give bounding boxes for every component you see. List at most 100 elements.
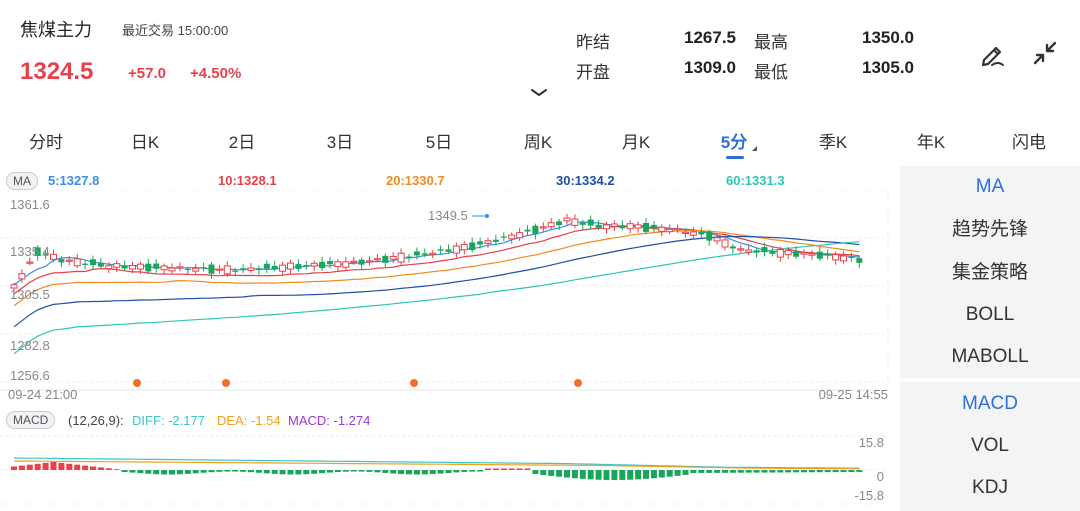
candle-body bbox=[168, 267, 176, 272]
indicator-vol[interactable]: VOL bbox=[970, 435, 1010, 456]
macd-histogram-bar bbox=[413, 470, 420, 475]
macd-params: (12,26,9): bbox=[68, 413, 124, 428]
candle-body bbox=[136, 263, 144, 270]
candle-body bbox=[769, 251, 776, 254]
macd-histogram-bar bbox=[74, 464, 81, 470]
macd-histogram-bar bbox=[824, 470, 831, 473]
ma20-value: 20:1330.7 bbox=[386, 173, 445, 188]
stat-value-low: 1305.0 bbox=[862, 58, 914, 77]
candle-body bbox=[287, 262, 294, 270]
macd-y-top: 15.8 bbox=[859, 435, 884, 450]
macd-y-zero: 0 bbox=[877, 469, 884, 484]
stat-value-prev-settle: 1267.5 bbox=[684, 28, 736, 47]
candle-body bbox=[808, 253, 816, 256]
ma30-line bbox=[13, 235, 860, 328]
candle-body bbox=[698, 231, 705, 235]
macd-histogram-bar bbox=[840, 470, 847, 473]
event-marker[interactable] bbox=[222, 379, 230, 387]
tab-5min[interactable]: 5分 bbox=[720, 133, 748, 152]
macd-histogram-bar bbox=[58, 462, 65, 470]
macd-histogram-bar bbox=[42, 462, 49, 470]
macd-chart[interactable]: 15.8 0 -15.8 bbox=[0, 430, 900, 511]
indicator-trend-pioneer[interactable]: 趋势先锋 bbox=[951, 219, 1028, 240]
tab-5day[interactable]: 5日 bbox=[425, 133, 453, 152]
indicator-fund-strategy[interactable]: 集金策略 bbox=[951, 262, 1028, 283]
candle-body bbox=[658, 226, 666, 232]
y-label-lower: 1282.8 bbox=[10, 338, 50, 353]
candle-body bbox=[406, 256, 412, 258]
macd-tag[interactable]: MACD bbox=[6, 411, 56, 429]
ma10-value: 10:1328.1 bbox=[218, 173, 277, 188]
macd-histogram-bar bbox=[50, 462, 57, 470]
ma-tag[interactable]: MA bbox=[6, 172, 38, 190]
macd-histogram-bar bbox=[153, 470, 160, 475]
candle-body bbox=[295, 264, 302, 269]
tab-weekly-k[interactable]: 周K bbox=[523, 133, 553, 152]
last-trade-time: 最近交易 15:00:00 bbox=[122, 20, 228, 39]
candle-body bbox=[737, 248, 745, 251]
tab-monthly-k[interactable]: 月K bbox=[621, 133, 651, 152]
macd-histogram-bar bbox=[421, 470, 428, 475]
tab-yearly-k[interactable]: 年K bbox=[916, 133, 946, 152]
macd-histogram-bar bbox=[650, 470, 657, 479]
event-marker[interactable] bbox=[574, 379, 582, 387]
candle-body bbox=[603, 224, 610, 230]
macd-histogram-bar bbox=[832, 470, 839, 473]
tab-2day[interactable]: 2日 bbox=[228, 133, 256, 152]
tab-daily-k[interactable]: 日K bbox=[130, 133, 160, 152]
period-tabs: 分时 日K 2日 3日 5日 周K 月K 5分 季K 年K 闪电 bbox=[0, 118, 1080, 166]
candle-body bbox=[856, 258, 863, 263]
tab-flash[interactable]: 闪电 bbox=[1012, 133, 1046, 152]
macd-histogram-bar bbox=[666, 470, 673, 477]
macd-dea-value: DEA: -1.54 bbox=[217, 413, 281, 428]
macd-histogram-bar bbox=[477, 470, 484, 472]
quote-header: 焦煤主力 最近交易 15:00:00 1324.5 +57.0 +4.50% 昨… bbox=[0, 0, 1080, 118]
candle-body bbox=[413, 251, 420, 256]
macd-histogram-bar bbox=[358, 470, 365, 472]
candle-body bbox=[358, 259, 365, 265]
macd-histogram-bar bbox=[564, 470, 570, 478]
macd-histogram-bar bbox=[714, 470, 721, 473]
stat-label-prev-settle: 昨结 bbox=[576, 33, 610, 52]
draw-pen-icon[interactable] bbox=[976, 36, 1010, 70]
macd-histogram-bar bbox=[334, 470, 341, 473]
indicator-maboll[interactable]: MABOLL bbox=[951, 346, 1029, 367]
tab-intraday[interactable]: 分时 bbox=[29, 133, 63, 152]
candle-body bbox=[58, 259, 65, 263]
macd-histogram-bar bbox=[303, 470, 310, 475]
tab-dropdown-icon[interactable] bbox=[752, 146, 757, 151]
collapse-arrows-icon[interactable] bbox=[1028, 36, 1062, 70]
candle-body bbox=[65, 259, 73, 262]
macd-histogram-bar bbox=[453, 470, 460, 473]
macd-histogram-bar bbox=[769, 470, 776, 473]
macd-histogram-bar bbox=[627, 470, 634, 480]
ma20-line bbox=[13, 229, 860, 307]
candle-body bbox=[816, 251, 823, 259]
candle-body bbox=[824, 253, 831, 255]
tab-3day[interactable]: 3日 bbox=[326, 133, 354, 152]
indicator-kdj[interactable]: KDJ bbox=[972, 477, 1008, 498]
macd-histogram-bar bbox=[26, 464, 33, 470]
event-marker[interactable] bbox=[410, 379, 418, 387]
indicator-boll[interactable]: BOLL bbox=[965, 304, 1015, 325]
candle-body bbox=[753, 250, 760, 253]
candle-body bbox=[666, 228, 674, 233]
candle-body bbox=[279, 264, 287, 272]
indicator-macd[interactable]: MACD bbox=[962, 393, 1018, 414]
candle-body bbox=[729, 246, 736, 249]
macd-histogram-bar bbox=[34, 463, 41, 470]
chevron-down-icon[interactable] bbox=[530, 88, 548, 98]
candle-body bbox=[397, 252, 405, 263]
tab-quarterly-k[interactable]: 季K bbox=[818, 133, 848, 152]
macd-histogram-bar bbox=[674, 470, 681, 476]
candle-body bbox=[595, 224, 602, 228]
candlestick-chart[interactable]: 1361.6 1335.4 1305.5 1282.8 1256.6 1349.… bbox=[0, 190, 900, 410]
event-marker[interactable] bbox=[133, 379, 141, 387]
candle-body bbox=[82, 263, 89, 265]
indicator-ma[interactable]: MA bbox=[975, 176, 1005, 197]
macd-histogram-bar bbox=[121, 470, 128, 473]
x-label-end: 09-25 14:55 bbox=[819, 387, 888, 402]
candle-body bbox=[706, 231, 713, 241]
candle-body bbox=[255, 268, 262, 271]
candle-body bbox=[674, 228, 682, 231]
